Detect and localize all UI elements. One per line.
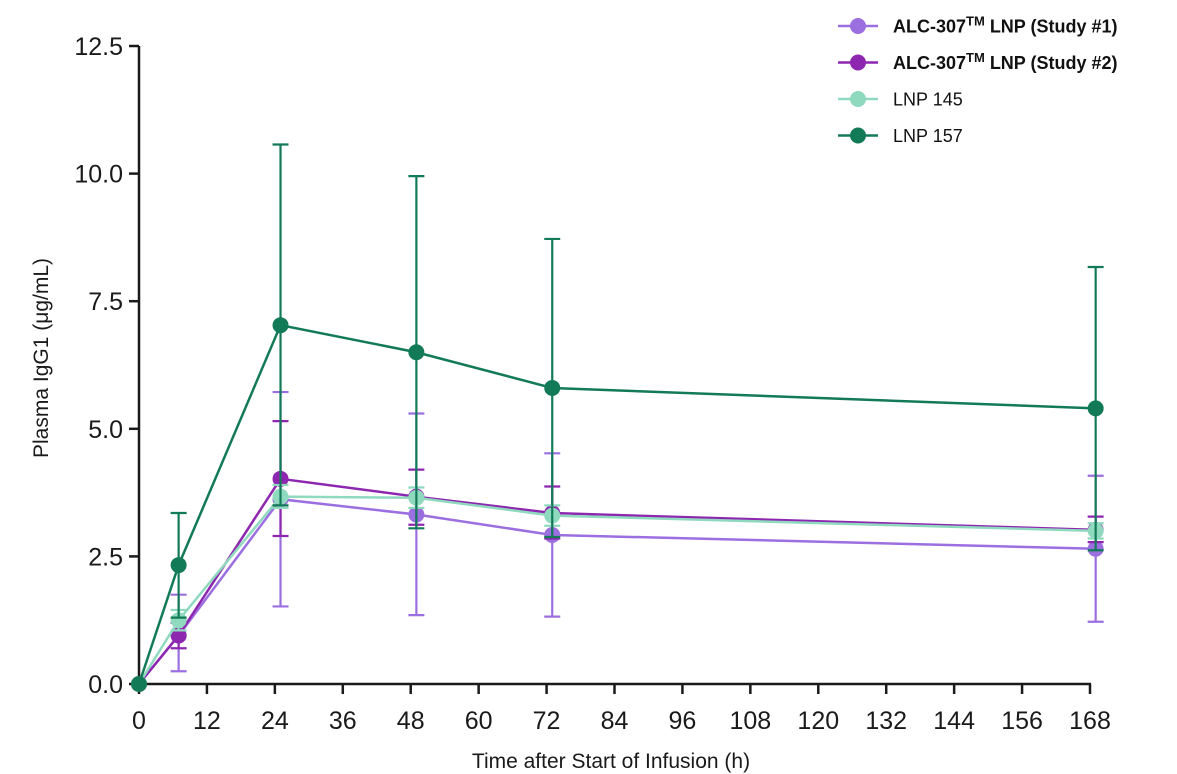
legend-superscript: TM: [966, 14, 985, 29]
legend-label: ALC-307TM LNP (Study #2): [893, 50, 1118, 73]
legend-item: ALC-307TM LNP (Study #2): [838, 50, 1118, 73]
y-tick-label: 2.5: [88, 543, 123, 571]
x-tick-label: 60: [465, 707, 493, 735]
legend-label: LNP 145: [893, 90, 963, 110]
y-tick-label: 5.0: [88, 416, 123, 444]
x-tick-label: 0: [132, 707, 146, 735]
x-tick-label: 12: [193, 707, 221, 735]
legend-superscript: TM: [966, 50, 985, 65]
legend: ALC-307TM LNP (Study #1)ALC-307TM LNP (S…: [838, 14, 1118, 146]
x-tick-label: 156: [1001, 707, 1043, 735]
axes: 0 12 24 36 48 60 72 84 96 108 120 132 144 156 168 0.0 2…: [74, 33, 1111, 735]
series-4: [131, 143, 1104, 692]
x-tick-label: 84: [601, 707, 629, 735]
data-point: [544, 379, 561, 396]
legend-label: LNP 157: [893, 126, 963, 146]
x-tick-label: 132: [865, 707, 907, 735]
x-tick-label: 120: [797, 707, 839, 735]
legend-swatch-marker: [850, 91, 866, 107]
legend-name: LNP 145: [893, 90, 963, 110]
series-line: [137, 323, 1096, 685]
legend-item: LNP 145: [838, 90, 963, 110]
series-2: [131, 420, 1104, 692]
series-1: [131, 390, 1104, 692]
x-tick-label: 108: [729, 707, 771, 735]
x-tick-label: 144: [933, 707, 975, 735]
legend-name: ALC-307: [893, 17, 966, 37]
legend-name: LNP 157: [893, 126, 963, 146]
legend-name-suffix: LNP (Study #1): [985, 17, 1118, 37]
x-tick-label: 168: [1069, 707, 1111, 735]
data-point: [170, 627, 187, 644]
data-point: [131, 676, 147, 692]
y-ticks: 0.0 2.5 5.0 7.5 10.0 12.5: [74, 33, 139, 699]
x-tick-label: 24: [261, 707, 289, 735]
legend-swatch-marker: [850, 127, 866, 144]
data-point: [170, 557, 187, 574]
x-tick-label: 48: [397, 707, 425, 735]
x-ticks: 0 12 24 36 48 60 72 84 96 108 120 132 144 156 168: [132, 684, 1111, 735]
y-tick-label: 12.5: [74, 33, 123, 61]
data-point: [170, 612, 187, 629]
x-tick-label: 36: [329, 707, 357, 735]
y-tick-label: 10.0: [74, 161, 123, 189]
legend-name: ALC-307: [893, 53, 966, 73]
x-axis-title: Time after Start of Infusion (h): [472, 750, 750, 773]
legend-swatch-marker: [850, 18, 866, 34]
legend-label: ALC-307TM LNP (Study #1): [893, 14, 1118, 37]
legend-item: LNP 157: [838, 126, 963, 146]
x-tick-label: 96: [669, 707, 697, 735]
series-line: [137, 495, 1096, 685]
series-line: [138, 477, 1096, 685]
data-point: [1087, 400, 1104, 417]
series-layer: [131, 143, 1104, 692]
y-tick-label: 0.0: [88, 671, 123, 699]
legend-item: ALC-307TM LNP (Study #1): [838, 14, 1118, 37]
legend-swatch-marker: [850, 54, 866, 71]
y-tick-label: 7.5: [88, 288, 123, 316]
y-axis-title: Plasma IgG1 (μg/mL): [30, 258, 53, 458]
data-point: [272, 317, 289, 334]
legend-name-suffix: LNP (Study #2): [985, 53, 1118, 73]
x-tick-label: 72: [533, 707, 561, 735]
data-point: [408, 344, 425, 361]
